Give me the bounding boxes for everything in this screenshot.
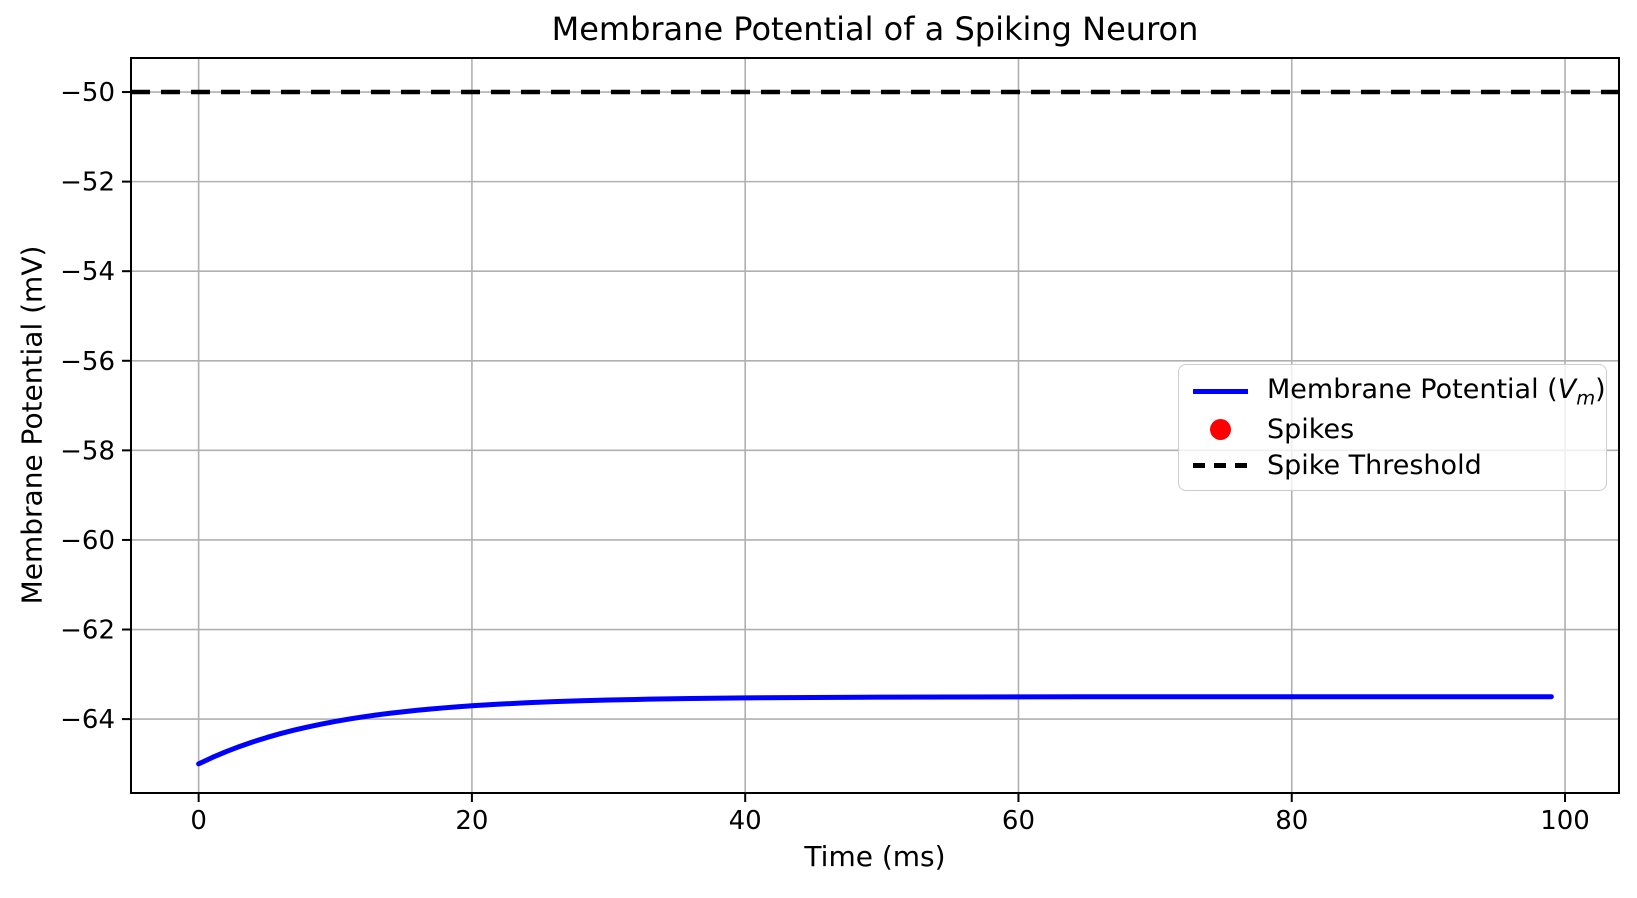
legend: Membrane Potential (Vm) Spikes Spike Thr…: [1178, 364, 1607, 491]
y-tick-label: −52: [60, 168, 115, 198]
y-tick-label: −64: [60, 705, 115, 735]
y-tick-label: −60: [60, 526, 115, 556]
y-tick-label: −58: [60, 436, 115, 466]
legend-label-spikes: Spikes: [1267, 414, 1355, 446]
legend-label-spike-threshold: Spike Threshold: [1267, 450, 1482, 482]
x-tick-label: 100: [1540, 806, 1590, 836]
x-tick-label: 20: [455, 806, 488, 836]
legend-item-membrane-potential: Membrane Potential (Vm): [1193, 374, 1606, 409]
tick-marks: [122, 91, 1567, 802]
y-tick-label: −50: [60, 78, 115, 108]
tick-labels: 0 20 40 60 80 100 −50 −52 −54 −56 −58 −60 −62 −64: [60, 78, 1590, 836]
legend-label-membrane-potential: Membrane Potential (Vm): [1267, 373, 1606, 410]
legend-dot-swatch: [1193, 419, 1248, 441]
chart-title: Membrane Potential of a Spiking Neuron: [551, 10, 1199, 48]
legend-item-spike-threshold: Spike Threshold: [1193, 450, 1592, 481]
y-tick-label: −62: [60, 616, 115, 646]
x-axis-label: Time (ms): [804, 840, 946, 873]
axes-spines: [130, 57, 1620, 794]
x-tick-label: 0: [190, 806, 207, 836]
y-tick-label: −56: [60, 347, 115, 377]
legend-line-swatch: [1193, 389, 1248, 395]
x-tick-label: 60: [1002, 806, 1035, 836]
legend-item-spikes: Spikes: [1193, 414, 1592, 445]
y-tick-label: −54: [60, 257, 115, 287]
membrane-potential-line: [196, 694, 1554, 767]
y-axis-label: Membrane Potential (mV): [15, 245, 49, 605]
x-tick-label: 80: [1275, 806, 1308, 836]
legend-dash-swatch: [1193, 463, 1248, 468]
x-tick-label: 40: [729, 806, 762, 836]
